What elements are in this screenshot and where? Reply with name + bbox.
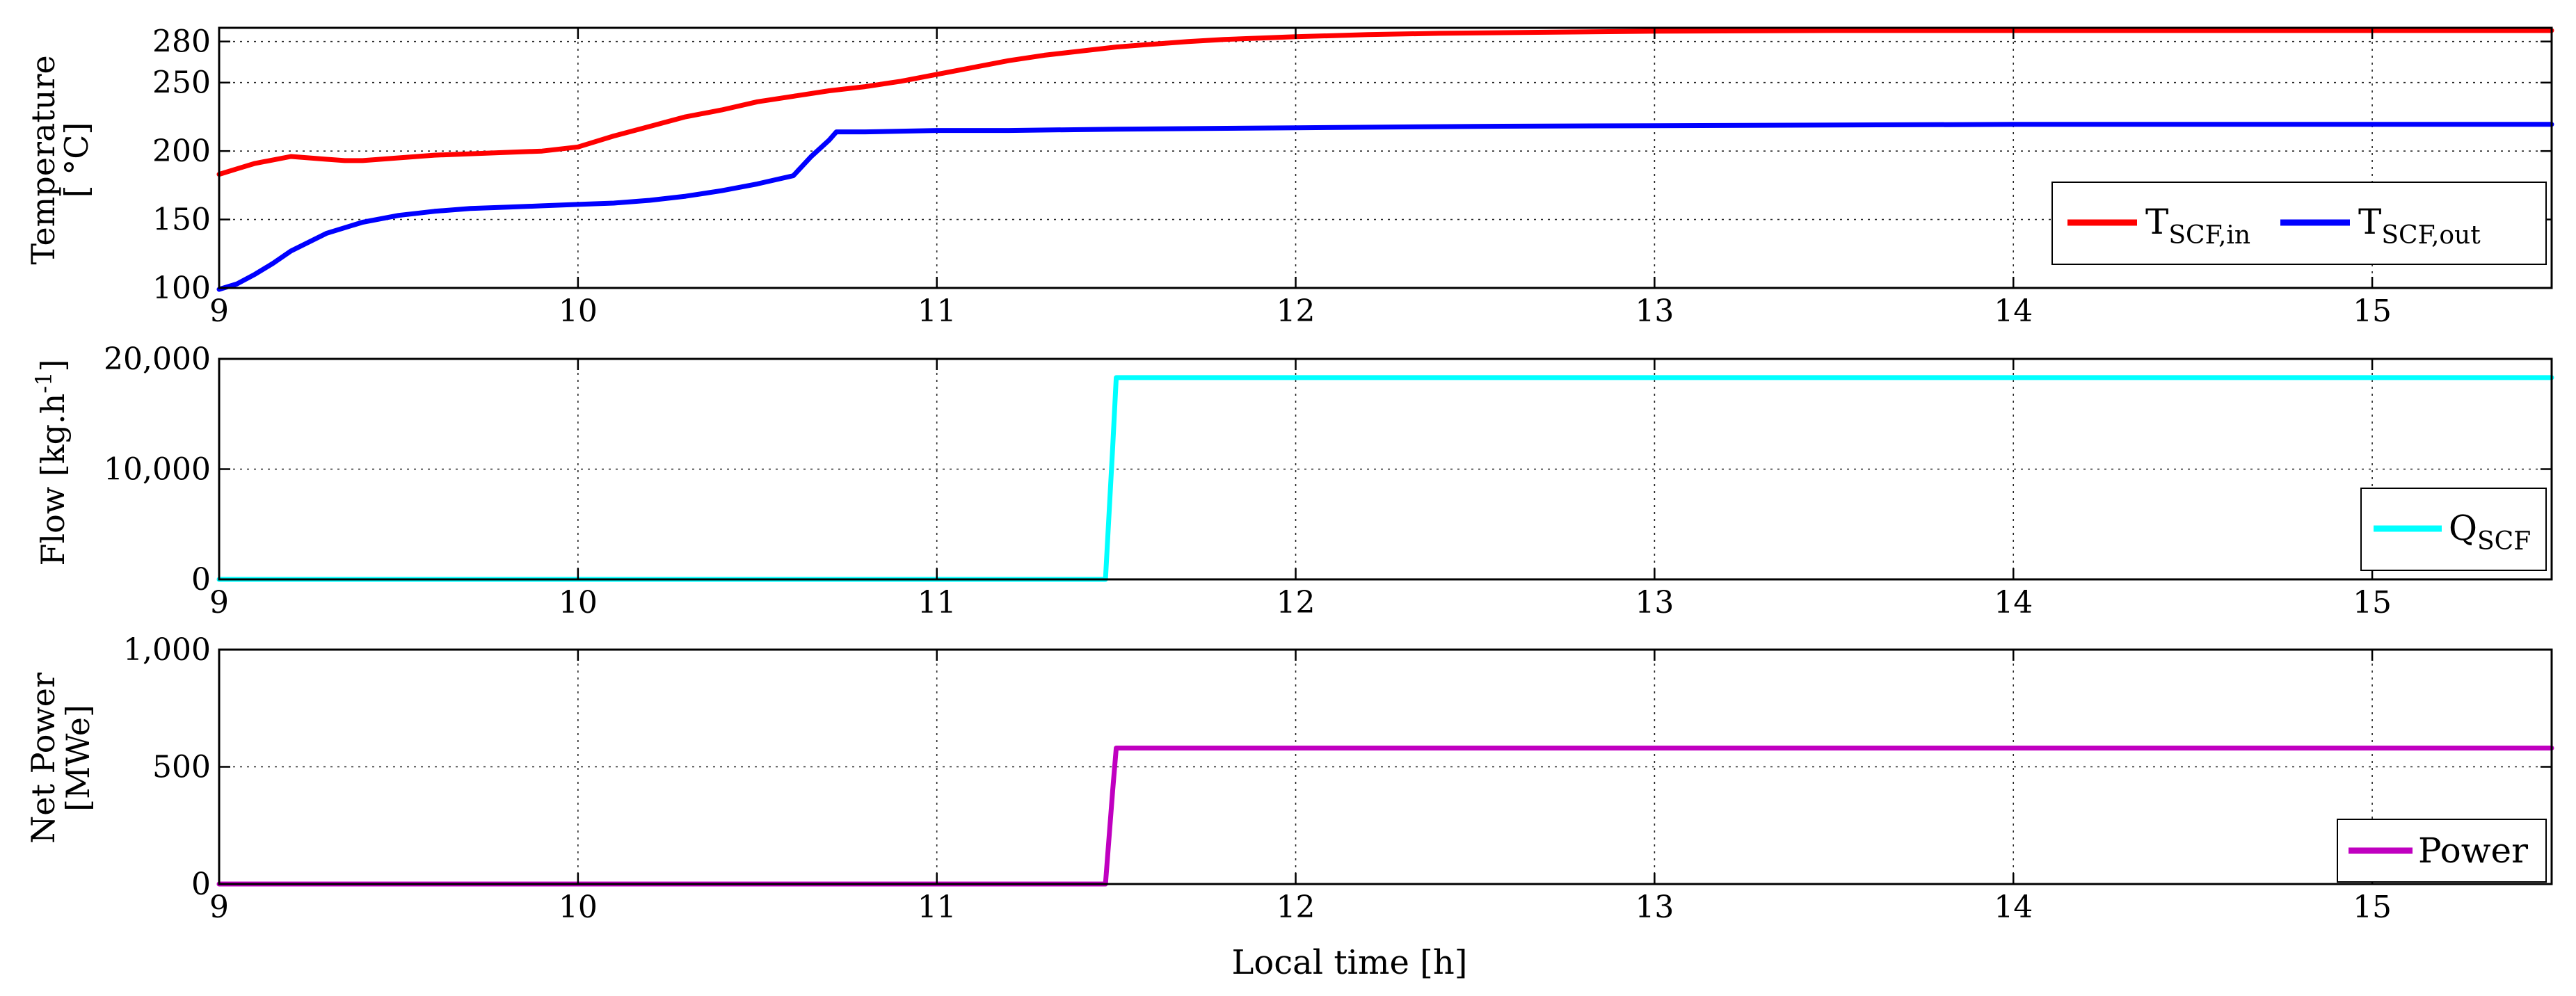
y-tick-label: 20,000 [104,342,211,377]
temperature-series [216,28,2554,292]
x-tick-label: 14 [1994,294,2033,329]
y-tick-label: 200 [152,134,211,169]
temperature-x-ticks: 9 10 11 12 13 14 15 [209,28,2392,329]
x-tick-label: 12 [1277,890,1315,925]
power-ylabel-line2: [MWe] [59,705,97,812]
flow-x-ticks: 9 10 11 12 13 14 15 [209,359,2392,620]
temperature-ylabel-line1: Temperature [24,55,62,264]
x-tick-label: 9 [209,294,229,329]
x-tick-label: 14 [1994,890,2033,925]
power-x-ticks: 9 10 11 12 13 14 15 [209,650,2392,925]
flow-series [216,375,2554,582]
flow-grid [219,359,2552,579]
power-legend: Power [2337,819,2547,883]
series-line-0-1 [216,122,2554,292]
x-tick-label: 15 [2353,294,2392,329]
series-line-0-0 [216,28,2554,177]
power-series [216,746,2554,887]
y-tick-label: 10,000 [104,452,211,488]
y-tick-label: 250 [152,65,211,101]
x-tick-label: 10 [559,890,598,925]
y-tick-label: 0 [191,867,211,902]
y-tick-label: 1,000 [123,632,211,668]
x-tick-label: 15 [2353,585,2392,620]
series-line-1-0 [216,375,2554,582]
x-tick-label: 14 [1994,585,2033,620]
legend-label-qscf: QSCF [2449,508,2531,556]
x-tick-label: 9 [209,890,229,925]
y-tick-label: 100 [152,271,211,306]
flow-y-ticks: 0 10,000 20,000 [104,342,2552,597]
y-tick-label: 500 [152,750,211,785]
flow-ylabel: Flow [kg.h-1] [31,360,72,566]
x-tick-label: 9 [209,585,229,620]
x-axis-label: Local time [h] [1231,943,1467,982]
flow-legend: QSCF [2360,488,2547,571]
legend-label-tscf-out: TSCF,out [2358,202,2481,250]
legend-label-power: Power [2418,830,2528,871]
x-tick-label: 11 [918,890,957,925]
x-tick-label: 10 [559,585,598,620]
power-ylabel-line1: Net Power [24,673,62,844]
temperature-axes-frame [218,26,2553,289]
temperature-legend: TSCF,in TSCF,out [2051,182,2547,265]
x-tick-label: 13 [1635,294,1674,329]
power-grid [219,650,2552,884]
x-tick-label: 15 [2353,890,2392,925]
y-tick-label: 150 [152,202,211,238]
x-tick-label: 12 [1277,294,1315,329]
x-tick-label: 12 [1277,585,1315,620]
x-tick-label: 13 [1635,890,1674,925]
legend-label-tscf-in: TSCF,in [2145,202,2250,250]
x-tick-label: 11 [918,585,957,620]
x-tick-label: 11 [918,294,957,329]
temperature-panel: 9 10 11 12 13 14 15 100 150 200 250 280 Temperatur… [24,24,2554,329]
y-tick-label: 0 [191,562,211,597]
flow-panel: 9 10 11 12 13 14 15 0 10,000 20,000 Flow [kg.h-1… [31,342,2554,620]
x-tick-label: 10 [559,294,598,329]
temperature-ylabel-line2: [ °C] [58,122,95,198]
y-tick-label: 280 [152,24,211,60]
x-tick-label: 13 [1635,585,1674,620]
temperature-y-ticks: 100 150 200 250 280 [152,24,2552,306]
power-y-ticks: 0 500 1,000 [123,632,2552,902]
series-line-2-0 [216,746,2554,887]
